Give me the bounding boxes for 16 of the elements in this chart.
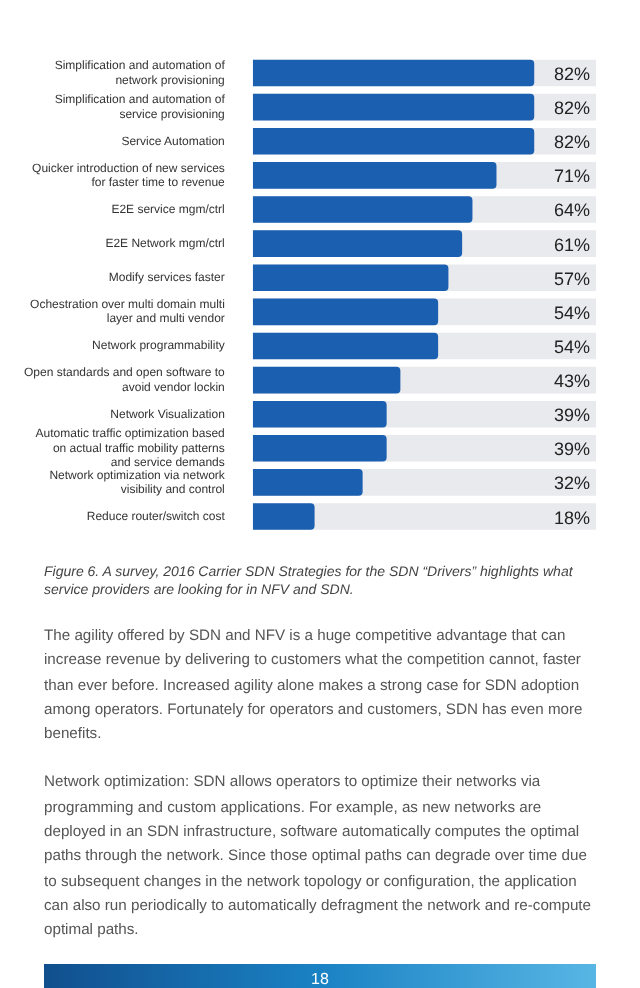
data-label: 39% (553, 439, 590, 460)
data-label: 43% (553, 371, 590, 392)
data-label: 18% (553, 507, 590, 528)
text: 18 (44, 963, 596, 988)
data-label: 61% (553, 234, 590, 255)
data-label: 54% (553, 302, 590, 323)
data-label: 39% (553, 405, 590, 426)
data-label: 57% (553, 268, 590, 289)
data-label: 82% (553, 64, 590, 85)
data-label: 54% (553, 336, 590, 357)
data-label: 32% (553, 473, 590, 494)
data-label: 82% (553, 98, 590, 119)
data-label: 82% (553, 132, 590, 153)
bar (252, 503, 315, 530)
data-label: 64% (553, 200, 590, 221)
data-label: 71% (553, 166, 590, 187)
